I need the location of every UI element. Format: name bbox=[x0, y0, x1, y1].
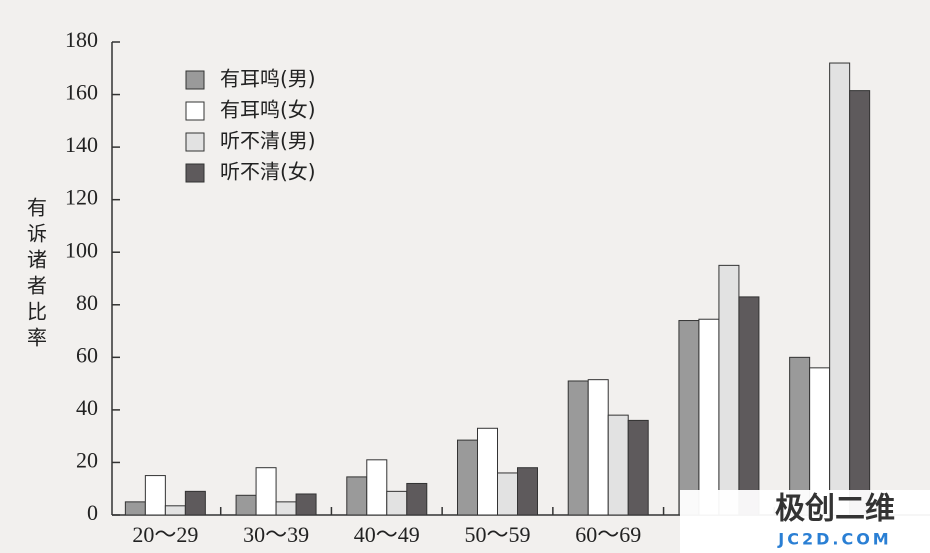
bar bbox=[849, 90, 871, 516]
bar bbox=[718, 264, 740, 516]
bar bbox=[144, 475, 166, 516]
y-tick-label: 160 bbox=[65, 80, 98, 105]
x-tick-label: 40～49 bbox=[354, 522, 420, 547]
watermark-bg bbox=[680, 490, 930, 553]
bar bbox=[406, 482, 428, 516]
bar bbox=[346, 476, 368, 516]
bar bbox=[275, 501, 297, 516]
bar bbox=[255, 467, 277, 516]
bar bbox=[457, 439, 478, 516]
bar bbox=[567, 380, 589, 516]
watermark-url: JC2D.COM bbox=[777, 530, 891, 549]
legend-label: 听不清(女) bbox=[220, 160, 316, 184]
y-tick-label: 120 bbox=[65, 185, 98, 210]
bar bbox=[477, 427, 498, 516]
y-tick-label: 40 bbox=[76, 395, 98, 420]
legend-label: 有耳鸣(男) bbox=[220, 67, 316, 91]
bar bbox=[517, 467, 538, 516]
bar bbox=[295, 493, 317, 516]
y-tick-label: 80 bbox=[76, 290, 98, 315]
bar bbox=[235, 494, 257, 516]
y-tick-label: 20 bbox=[76, 447, 98, 472]
x-tick-label: 20～29 bbox=[132, 522, 198, 547]
legend-label: 听不清(男) bbox=[220, 129, 316, 153]
bar bbox=[829, 62, 851, 516]
bar bbox=[627, 419, 649, 516]
legend-swatch bbox=[185, 132, 205, 152]
y-axis-label: 有诉诸者比率 bbox=[24, 197, 48, 353]
legend-swatch bbox=[185, 163, 205, 183]
bar bbox=[366, 459, 388, 516]
legend-swatch bbox=[185, 70, 205, 90]
bar bbox=[698, 318, 720, 516]
bar bbox=[678, 320, 700, 516]
legend-label: 有耳鸣(女) bbox=[220, 98, 316, 122]
legend-swatch bbox=[185, 101, 205, 121]
x-tick-label: 50～59 bbox=[464, 522, 530, 547]
watermark-title: 极创二维 bbox=[775, 492, 895, 527]
bar bbox=[587, 379, 609, 516]
bar bbox=[386, 490, 408, 516]
y-tick-label: 100 bbox=[65, 237, 98, 262]
bar bbox=[164, 505, 186, 516]
y-tick-label: 60 bbox=[76, 342, 98, 367]
bar bbox=[184, 490, 206, 516]
bar bbox=[497, 472, 518, 516]
y-tick-label: 140 bbox=[65, 132, 98, 157]
x-tick-label: 30～39 bbox=[243, 522, 309, 547]
bar bbox=[124, 501, 146, 516]
bar bbox=[738, 296, 760, 516]
x-tick-label: 60～69 bbox=[575, 522, 641, 547]
y-tick-label: 180 bbox=[65, 27, 98, 52]
bar bbox=[607, 414, 629, 516]
y-tick-label: 0 bbox=[87, 500, 98, 525]
